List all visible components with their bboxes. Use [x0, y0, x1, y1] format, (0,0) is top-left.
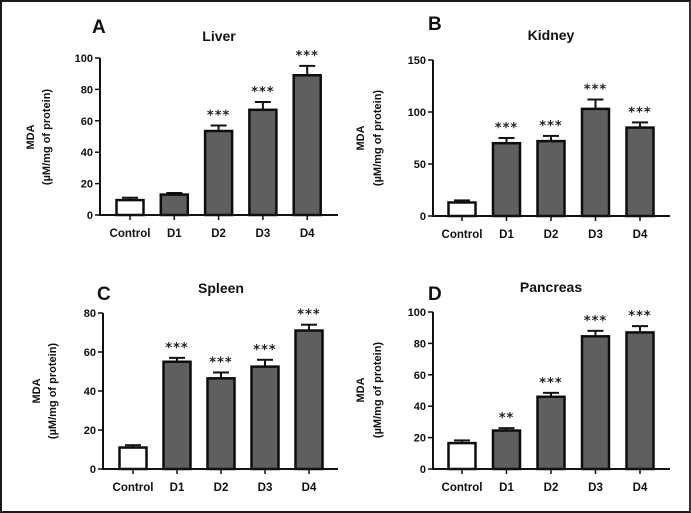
x-tick-label: D2 [544, 229, 559, 241]
bar-d4 [625, 331, 655, 471]
x-tick-label: D3 [588, 229, 603, 241]
bar-d4 [294, 329, 324, 471]
x-tick-label: D4 [633, 482, 648, 494]
y-axis-label: MDA [31, 378, 43, 403]
y-tick-label: 0 [420, 464, 426, 476]
y-tick-label: 20 [84, 425, 96, 437]
y-tick-label: 100 [75, 53, 93, 65]
x-tick-label: D3 [588, 482, 603, 494]
panel-letter: D [428, 284, 442, 305]
y-tick-label: 60 [84, 347, 96, 359]
x-tick-label: Control [110, 228, 151, 240]
x-tick-label: D4 [633, 229, 648, 241]
panel-letter: B [428, 14, 442, 35]
chart-title: Kidney [528, 27, 575, 43]
chart-panel-d: D Pancreas MDA (µM/mg of protein) Control ** D… [355, 279, 670, 494]
significance-label: *** [495, 121, 518, 136]
significance-label: *** [628, 309, 651, 324]
y-axis-unit-label: (µM/mg of protein) [47, 343, 59, 439]
y-tick-label: 50 [414, 159, 426, 171]
bar-control [118, 446, 148, 471]
x-tick-label: D4 [300, 228, 315, 240]
y-axis-unit-label: (µM/mg of protein) [41, 89, 53, 185]
bar-d2 [536, 139, 566, 218]
bar-d3 [248, 108, 278, 217]
bar-d4 [292, 74, 322, 217]
x-tick-label: D1 [170, 482, 185, 494]
significance-label: *** [209, 355, 232, 370]
x-tick-label: Control [442, 229, 483, 241]
significance-label: ** [499, 411, 515, 426]
chart-title: Liver [202, 28, 236, 44]
significance-label: *** [584, 83, 607, 98]
x-tick-label: D2 [214, 482, 229, 494]
chart-title: Spleen [198, 280, 244, 296]
chart-panel-a: A Liver MDA (µM/mg of protein) Control D1 *** D… [25, 17, 338, 240]
significance-label: *** [584, 314, 607, 329]
y-axis-label: MDA [25, 124, 37, 149]
bar-d2 [203, 129, 234, 217]
bar-d1 [491, 429, 522, 471]
y-axis-unit-label: (µM/mg of protein) [372, 342, 384, 438]
x-tick-label: D3 [258, 482, 273, 494]
y-tick-label: 60 [81, 116, 93, 128]
significance-label: *** [297, 308, 320, 323]
significance-label: *** [165, 341, 188, 356]
x-tick-label: Control [113, 482, 154, 494]
y-tick-label: 80 [84, 308, 96, 320]
x-tick-label: D1 [499, 482, 514, 494]
significance-label: *** [539, 119, 562, 134]
y-tick-label: 150 [408, 55, 426, 67]
bar-control [447, 201, 477, 218]
x-tick-label: D4 [302, 482, 317, 494]
y-tick-label: 100 [408, 107, 426, 119]
bar-d3 [580, 335, 611, 471]
y-tick-label: 0 [90, 464, 96, 476]
y-tick-label: 40 [414, 401, 426, 413]
y-tick-label: 40 [84, 386, 96, 398]
y-axis-unit-label: (µM/mg of protein) [372, 90, 384, 186]
x-tick-label: D1 [499, 229, 514, 241]
x-tick-label: D3 [256, 228, 271, 240]
bar-d2 [206, 377, 236, 471]
y-tick-label: 60 [414, 370, 426, 382]
bar-control [115, 198, 145, 217]
y-tick-label: 80 [81, 84, 93, 96]
significance-label: *** [251, 85, 274, 100]
bar-d1 [159, 193, 190, 217]
y-tick-label: 20 [414, 433, 426, 445]
x-tick-label: D2 [544, 482, 559, 494]
y-tick-label: 80 [414, 338, 426, 350]
panel-letter: A [92, 17, 106, 38]
y-axis-label: MDA [355, 125, 367, 150]
chart-panel-b: B Kidney MDA (µM/mg of protein) Control *** D1… [355, 14, 670, 241]
bar-d4 [625, 126, 655, 218]
bar-d1 [491, 141, 522, 218]
y-axis-label: MDA [355, 377, 367, 402]
bar-d3 [580, 107, 611, 218]
y-tick-label: 100 [408, 307, 426, 319]
significance-label: *** [539, 376, 562, 391]
y-tick-label: 40 [81, 147, 93, 159]
x-tick-label: D2 [211, 228, 226, 240]
chart-panel-c: C Spleen MDA (µM/mg of protein) Control *** D1… [31, 280, 338, 494]
y-tick-label: 20 [81, 179, 93, 191]
bar-d3 [250, 365, 280, 471]
significance-label: *** [253, 343, 276, 358]
x-tick-label: Control [442, 482, 483, 494]
chart-title: Pancreas [520, 279, 582, 295]
significance-label: *** [295, 49, 318, 64]
significance-label: *** [207, 109, 230, 124]
panel-letter: C [97, 284, 111, 305]
y-tick-label: 0 [420, 211, 426, 223]
y-tick-label: 0 [87, 210, 93, 222]
bar-control [447, 441, 477, 471]
x-tick-label: D1 [167, 228, 182, 240]
bar-d2 [536, 395, 566, 471]
bar-d1 [162, 360, 192, 471]
significance-label: *** [628, 105, 651, 120]
